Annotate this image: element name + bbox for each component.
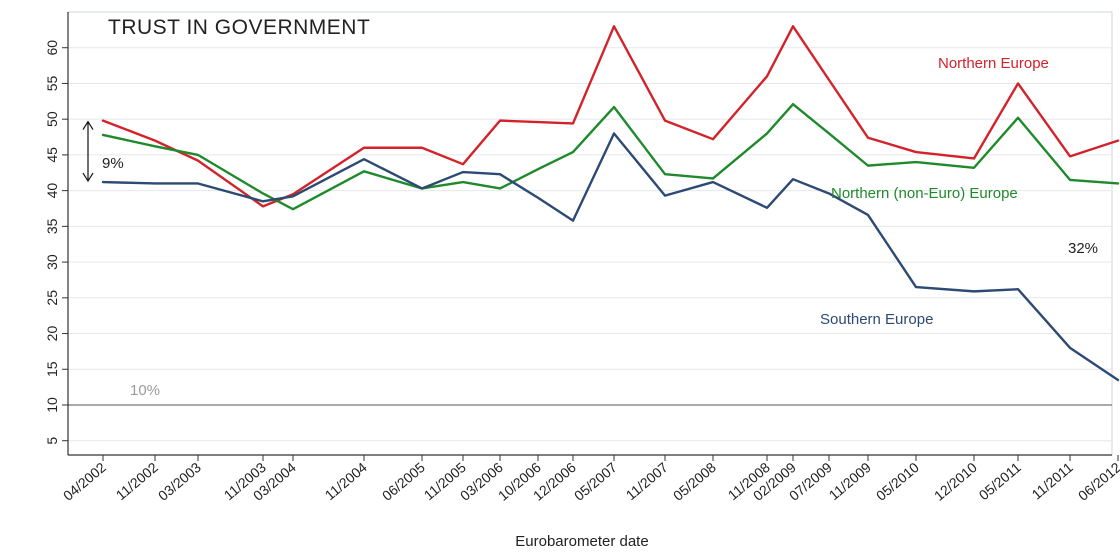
y-tick-label-15: 15	[44, 361, 60, 377]
y-tick-label-35: 35	[44, 218, 60, 234]
series-label-1: Northern (non-Euro) Europe	[831, 185, 1018, 202]
series-label-0: Northern Europe	[938, 55, 1049, 72]
y-tick-label-5: 5	[44, 437, 60, 445]
series-line-1	[101, 102, 1120, 211]
y-tick-label-40: 40	[44, 183, 60, 199]
y-tick-label-20: 20	[44, 326, 60, 342]
annotation-0: 9%	[102, 155, 124, 172]
series	[101, 25, 1120, 382]
gap-arrow-head-bottom	[82, 172, 94, 183]
y-tick-label-30: 30	[44, 254, 60, 270]
gap-arrow-head-top	[82, 120, 94, 130]
annotation-1: 32%	[1068, 240, 1098, 257]
annotation-2: 10%	[130, 382, 160, 399]
labels: TRUST IN GOVERNMENT Eurobarometer date N…	[82, 16, 1098, 550]
y-tick-label-10: 10	[44, 397, 60, 413]
x-axis-title: Eurobarometer date	[515, 533, 648, 550]
y-tick-label-55: 55	[44, 75, 60, 91]
y-tick-label-25: 25	[44, 290, 60, 306]
y-tick-label-60: 60	[44, 40, 60, 56]
series-label-2: Southern Europe	[820, 311, 933, 328]
series-line-2	[101, 132, 1120, 382]
chart-title: TRUST IN GOVERNMENT	[108, 16, 370, 39]
y-tick-label-50: 50	[44, 111, 60, 127]
y-tick-label-45: 45	[44, 147, 60, 163]
